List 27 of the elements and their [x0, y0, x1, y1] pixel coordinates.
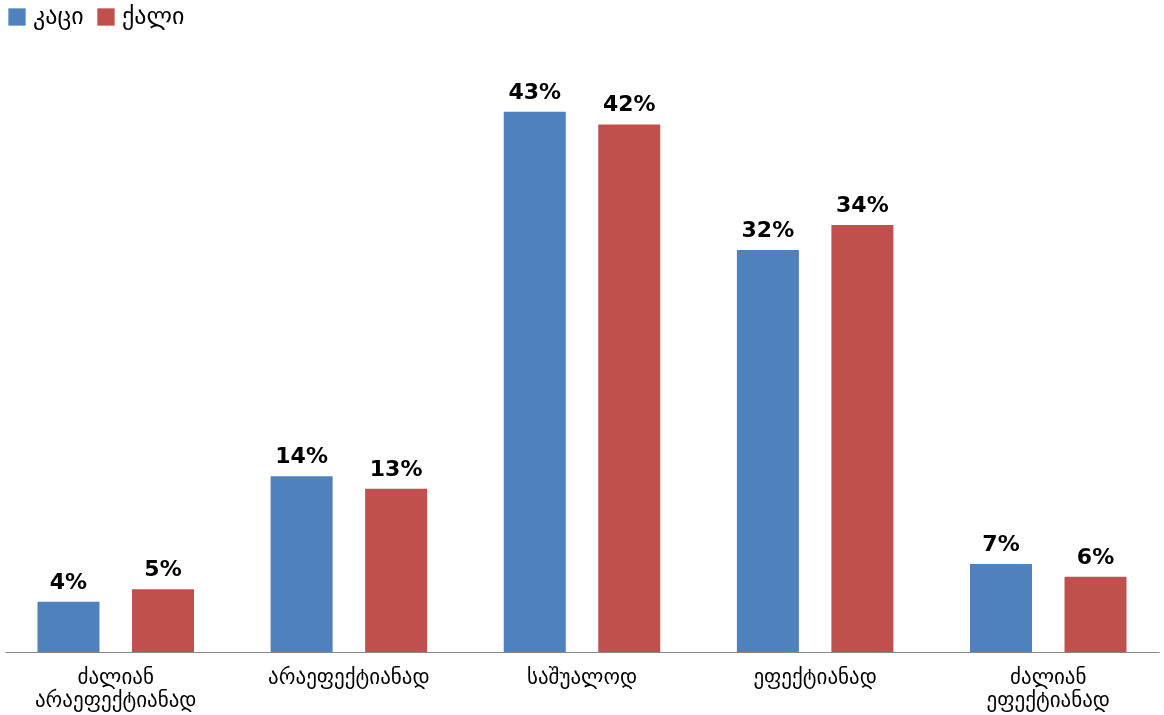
- bar: [270, 476, 333, 652]
- bar: [598, 124, 661, 652]
- bar: [365, 488, 428, 652]
- x-tick-label: საშუალოდ: [526, 664, 638, 689]
- x-tick-label: ძალიან არაეფექტიანად: [34, 664, 197, 712]
- data-label: 13%: [369, 455, 423, 481]
- x-tick-label: ეფექტიანად: [753, 664, 877, 689]
- bar: [131, 589, 194, 652]
- data-label: 43%: [508, 78, 562, 104]
- bar: [831, 224, 894, 652]
- legend-label: ქალი: [122, 2, 185, 30]
- data-label: 6%: [1076, 543, 1115, 569]
- bar: [37, 601, 100, 652]
- x-tick-label: ძალიან ეფექტიანად: [986, 664, 1111, 712]
- bar: [736, 250, 799, 652]
- bar: [503, 111, 566, 652]
- bar: [1064, 576, 1127, 652]
- data-label: 34%: [836, 191, 889, 217]
- x-tick-label: არაეფექტიანად: [268, 664, 430, 689]
- data-label: 32%: [741, 217, 795, 243]
- data-label: 7%: [982, 531, 1020, 557]
- data-label: 5%: [144, 556, 182, 582]
- data-label: 4%: [49, 568, 88, 594]
- data-label: 42%: [602, 91, 656, 117]
- legend-label: კაცი: [33, 2, 84, 30]
- bar: [970, 564, 1033, 652]
- data-label: 14%: [275, 443, 328, 469]
